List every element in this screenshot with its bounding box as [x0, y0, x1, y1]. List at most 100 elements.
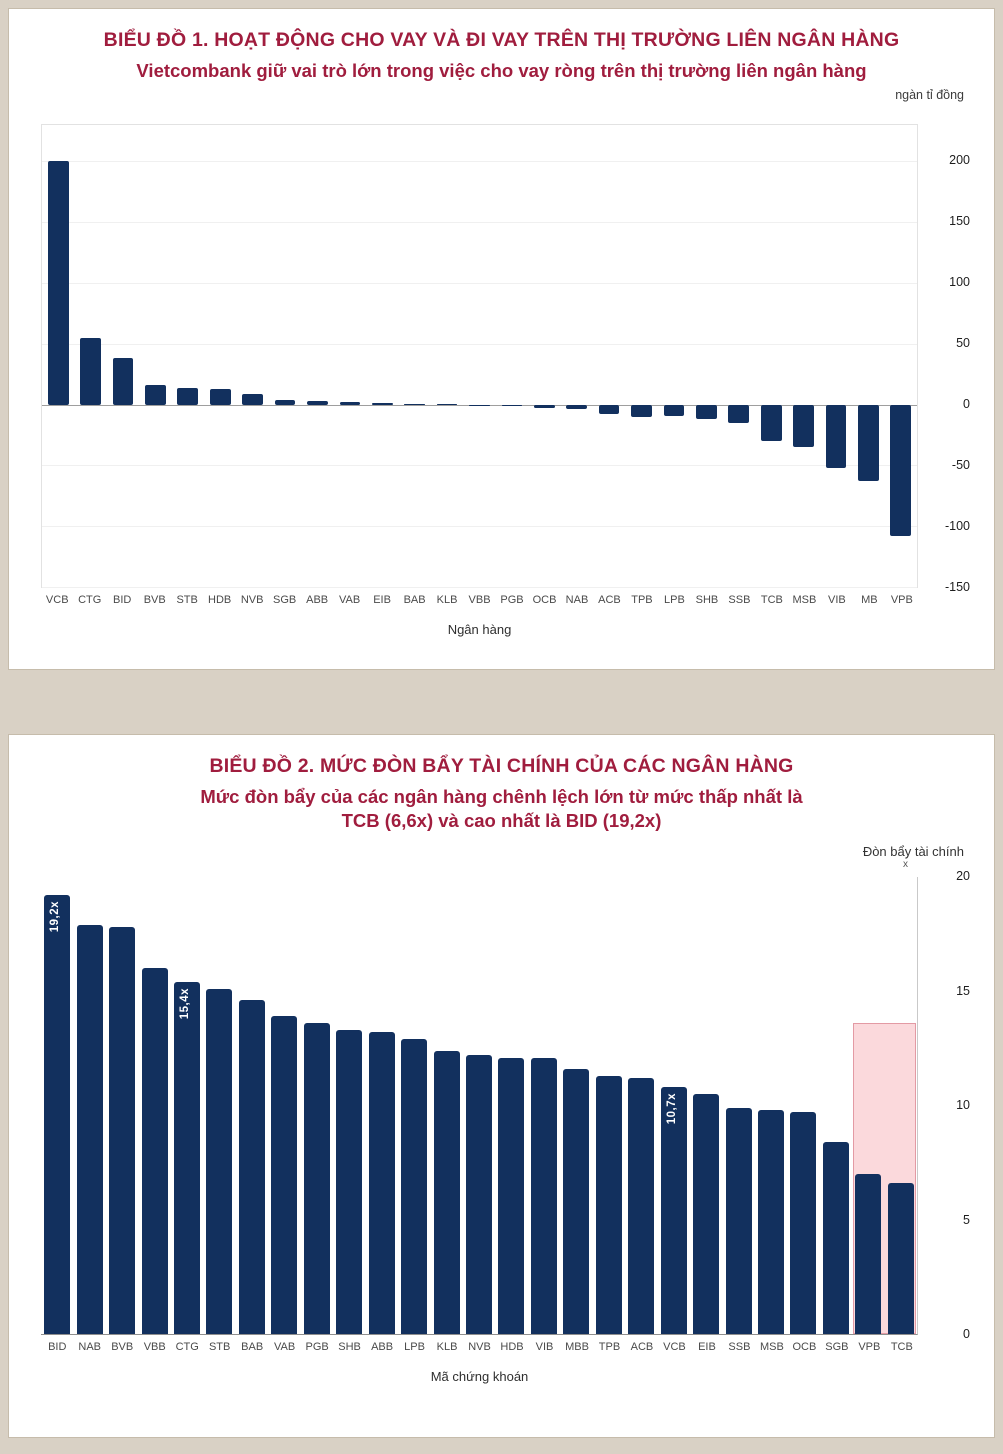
x-tick-label: NVB: [468, 1341, 491, 1353]
bar-BID: [112, 358, 134, 405]
bar-SHB: [695, 404, 717, 420]
bar-BVB: [109, 927, 136, 1334]
bar-value-label: 15,4x: [178, 988, 191, 1020]
bar-VCB: [47, 161, 69, 405]
bar-EIB: [693, 1094, 720, 1334]
x-tick-label: KLB: [436, 1341, 458, 1353]
chart1-title: BIỂU ĐỒ 1. HOẠT ĐỘNG CHO VAY VÀ ĐI VAY T…: [103, 29, 900, 51]
bar-HDB: [498, 1057, 525, 1334]
bar-NVB: [242, 393, 263, 405]
chart2-panel: BIỂU ĐỒ 2. MỨC ĐÒN BẨY TÀI CHÍNH CỦA CÁC…: [8, 734, 995, 1438]
bar-BAB: [404, 404, 426, 406]
x-tick-label: VIB: [535, 1341, 554, 1353]
gridline: [42, 343, 917, 345]
bar-VPB: [855, 1174, 882, 1334]
x-tick-label: EIB: [373, 594, 391, 606]
x-tick-label: VBB: [143, 1341, 166, 1353]
chart2-y-axis: 20 15 10 5 0: [924, 869, 978, 1341]
bar-CTG: [174, 982, 200, 1334]
x-tick-label: OCB: [532, 594, 557, 606]
chart1: 200 150 100 50 0 -50 -100 -150: [41, 124, 978, 594]
bar-PGB: [501, 404, 523, 406]
bar-ABB: [307, 400, 328, 405]
bar-TPB: [631, 404, 652, 417]
chart2-subtitle-line2: TCB (6,6x) và cao nhất là BID (19,2x): [341, 810, 662, 831]
chart2-title: BIỂU ĐỒ 2. MỨC ĐÒN BẨY TÀI CHÍNH CỦA CÁC…: [209, 755, 794, 777]
x-tick-label: ACB: [630, 1341, 654, 1353]
x-tick-label: TCB: [890, 1341, 913, 1353]
bar-STB: [177, 387, 199, 405]
chart2-x-axis: BID NAB BVB VBB CTG STB BAB VAB PGB SHB ABB LPB KLB N…: [41, 1341, 918, 1353]
bar-SSB: [725, 1107, 752, 1334]
chart2-x-axis-title: Mã chứng khoán: [430, 1369, 529, 1384]
x-tick-label: TPB: [598, 1341, 621, 1353]
chart2-subtitle-line1: Mức đòn bẩy của các ngân hàng chênh lệch…: [200, 786, 803, 807]
x-tick-label: SGB: [825, 1341, 849, 1353]
bar-LPB: [401, 1039, 428, 1334]
chart1-unit-label: ngàn tỉ đồng: [895, 88, 964, 102]
bar-VAB: [271, 1016, 298, 1334]
bar-VAB: [339, 402, 361, 405]
bar-MSB: [758, 1110, 784, 1334]
bar-VIB: [825, 404, 847, 468]
x-tick-label: SSB: [728, 594, 751, 606]
bar-MB: [858, 404, 879, 482]
bar-TCB: [887, 1183, 914, 1334]
gridline: [42, 222, 917, 224]
x-tick-label: VPB: [890, 594, 913, 606]
x-tick-label: VPB: [858, 1341, 881, 1353]
bar-ACB: [598, 404, 620, 415]
x-tick-label: SHB: [695, 594, 719, 606]
bar-OCB: [790, 1112, 817, 1334]
chart2-y-axis-label-sub: x: [903, 859, 908, 870]
x-tick-label: VBB: [468, 594, 491, 606]
gridline: [42, 587, 917, 588]
x-tick-label: BAB: [403, 594, 426, 606]
y-tick-label: 20: [956, 869, 970, 883]
gridline: [42, 526, 917, 528]
bar-value-label: 10,7x: [665, 1093, 678, 1125]
chart1-subtitle: Vietcombank giữ vai trò lớn trong việc c…: [136, 60, 867, 81]
chart1-x-axis: VCB CTG BID BVB STB HDB NVB SGB ABB VAB EIB BAB KLB V…: [41, 594, 918, 606]
x-tick-label: BAB: [241, 1341, 264, 1353]
y-tick-label: 0: [963, 396, 970, 411]
y-tick-label: 10: [956, 1098, 970, 1112]
x-tick-label: SHB: [338, 1341, 361, 1353]
x-tick-label: VIB: [828, 594, 846, 606]
x-tick-label: MB: [861, 594, 878, 606]
bar-VIB: [530, 1057, 557, 1334]
bar-BVB: [145, 385, 166, 405]
chart1-plot-area: [41, 124, 918, 588]
x-tick-label: OCB: [792, 1341, 817, 1353]
bar-VBB: [469, 404, 490, 406]
bar-ABB: [368, 1032, 395, 1334]
bar-TCB: [760, 404, 782, 442]
bar-PGB: [303, 1023, 330, 1334]
x-tick-label: PGB: [500, 594, 524, 606]
x-tick-label: TCB: [760, 594, 783, 606]
bar-NVB: [466, 1055, 492, 1334]
bar-LPB: [663, 404, 685, 416]
bar-CTG: [80, 337, 101, 405]
chart1-panel: BIỂU ĐỒ 1. HOẠT ĐỘNG CHO VAY VÀ ĐI VAY T…: [8, 8, 995, 670]
chart1-y-axis: 200 150 100 50 0 -50 -100 -150: [924, 124, 978, 594]
gridline: [42, 465, 917, 467]
x-tick-label: ABB: [306, 594, 329, 606]
bar-SGB: [274, 399, 296, 405]
bar-NAB: [76, 924, 103, 1334]
bar-VBB: [141, 968, 168, 1334]
x-tick-label: BID: [48, 1341, 67, 1353]
y-tick-label: 15: [956, 983, 970, 998]
y-tick-label: 0: [963, 1327, 970, 1341]
x-tick-label: SGB: [273, 594, 297, 606]
x-tick-label: LPB: [404, 1341, 425, 1353]
x-tick-label: BVB: [111, 1341, 134, 1353]
x-tick-label: VCB: [663, 1341, 686, 1353]
bar-HDB: [209, 388, 231, 405]
x-tick-label: NAB: [565, 594, 589, 606]
bar-EIB: [371, 403, 393, 405]
x-tick-label: ABB: [371, 1341, 394, 1353]
bar-OCB: [533, 404, 555, 409]
bar-VPB: [890, 404, 912, 536]
x-tick-label: MSB: [759, 1341, 784, 1353]
